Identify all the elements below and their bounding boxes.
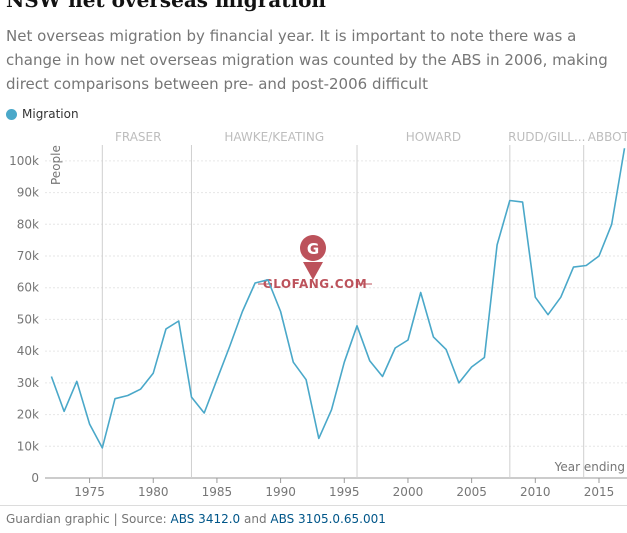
x-axis-label: Year ending xyxy=(554,460,625,474)
x-tick-label: 2000 xyxy=(393,485,424,499)
gridlines xyxy=(45,160,627,479)
x-tick-label: 2010 xyxy=(520,485,551,499)
x-tick-label: 1990 xyxy=(265,485,296,499)
y-tick-label: 90k xyxy=(17,186,39,200)
y-tick-label: 40k xyxy=(17,344,39,358)
y-tick-label: 20k xyxy=(17,408,39,422)
y-tick-label: 70k xyxy=(17,249,39,263)
legend: Migration xyxy=(6,107,79,121)
x-tick-label: 2015 xyxy=(584,485,615,499)
watermark: G GLOFANG.COM xyxy=(258,235,372,291)
x-tick-label: 1985 xyxy=(202,485,233,499)
line-chart: FRASER HAWKE/KEATING HOWARD RUDD/GILL... ABB… xyxy=(9,130,627,499)
y-axis-label: People xyxy=(49,145,63,185)
watermark-text: GLOFANG.COM xyxy=(263,277,367,291)
watermark-pin-tip xyxy=(303,262,323,280)
legend-label: Migration xyxy=(22,107,79,121)
source-note: Guardian graphic | Source: ABS 3412.0 an… xyxy=(6,512,386,526)
source-prefix: Guardian graphic | Source: xyxy=(6,512,171,526)
era-label: HOWARD xyxy=(406,130,461,144)
era-dividers: FRASER HAWKE/KEATING HOWARD RUDD/GILL... ABB… xyxy=(101,130,627,478)
chart-title: NSW net overseas migration xyxy=(6,0,326,12)
y-tick-label: 0 xyxy=(31,471,39,485)
y-tick-label: 80k xyxy=(17,217,39,231)
source-middle: and xyxy=(240,512,271,526)
watermark-pin-icon xyxy=(300,235,327,261)
axes: 0 10k 20k 30k 40k 50k 60k 70k 80k 90k 100k 1975 1980… xyxy=(9,145,625,499)
watermark-g: G xyxy=(307,240,319,258)
era-label: RUDD/GILL... xyxy=(508,130,585,144)
y-tick-label: 30k xyxy=(17,376,39,390)
series-line-migration xyxy=(50,148,626,449)
era-label: ABBOT xyxy=(588,130,627,144)
y-tick-label: 60k xyxy=(17,281,39,295)
series-layer xyxy=(50,148,626,449)
x-tick-label: 2005 xyxy=(456,485,487,499)
x-tick-label: 1995 xyxy=(329,485,360,499)
footer-divider xyxy=(0,505,627,506)
source-link-abs-3412[interactable]: ABS 3412.0 xyxy=(170,512,241,526)
y-tick-label: 10k xyxy=(17,439,39,453)
y-tick-label: 50k xyxy=(17,312,39,326)
source-link-abs-3105[interactable]: ABS 3105.0.65.001 xyxy=(270,512,386,526)
legend-swatch xyxy=(6,108,17,120)
y-tick-label: 100k xyxy=(9,154,39,168)
era-label: FRASER xyxy=(115,130,162,144)
chart-subtitle: Net overseas migration by financial year… xyxy=(6,27,608,93)
x-tick-label: 1980 xyxy=(138,485,169,499)
era-label: HAWKE/KEATING xyxy=(224,130,324,144)
x-tick-label: 1975 xyxy=(74,485,105,499)
